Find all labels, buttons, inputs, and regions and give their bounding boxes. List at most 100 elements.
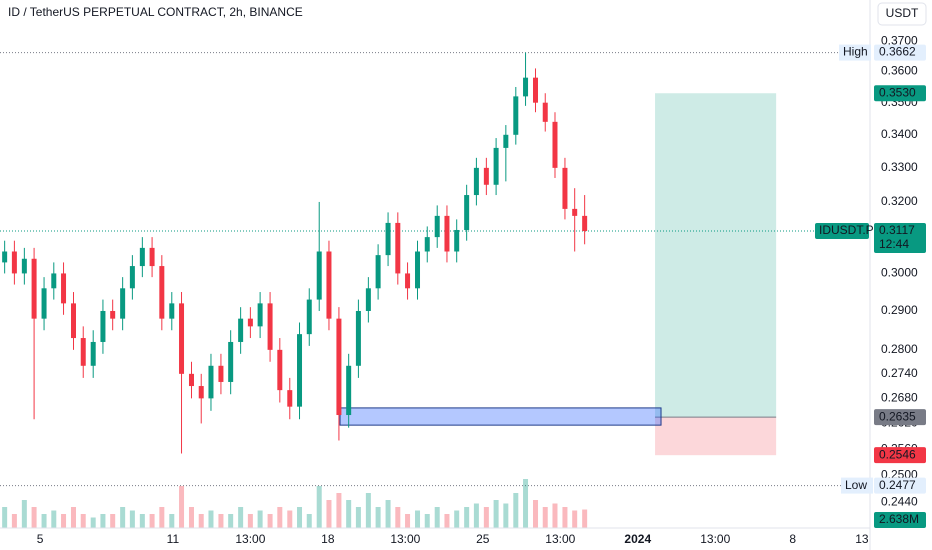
volume-bar (238, 507, 244, 528)
candle-body (11, 251, 17, 274)
candle-body (316, 251, 322, 300)
volume-bar (208, 510, 214, 528)
y-tick-label: 0.3700 (881, 33, 918, 47)
candle-body (110, 310, 116, 319)
x-tick-label: 18 (321, 532, 335, 546)
volume-bar (533, 500, 539, 528)
volume-bar (70, 507, 76, 528)
target-price-box (874, 85, 926, 102)
volume-bar (424, 514, 430, 528)
target-area (655, 93, 777, 418)
candle-body (434, 215, 440, 238)
candle-body (503, 134, 509, 148)
y-tick-label: 0.3000 (881, 266, 918, 280)
volume-bar (247, 514, 253, 528)
volume-bar (198, 514, 204, 528)
candle-body (375, 255, 381, 289)
volume-bar (434, 507, 440, 528)
candle-body (365, 288, 371, 311)
volume-bar (395, 507, 401, 528)
high_marker-tag (839, 44, 871, 61)
volume-bar (120, 507, 126, 528)
volume-bar (346, 500, 352, 528)
candle-body (572, 208, 578, 216)
volume-bar (41, 514, 47, 528)
candle-body (346, 365, 352, 416)
x-tick-label: 8 (789, 532, 796, 546)
candle-body (562, 167, 568, 209)
last-price-box (874, 223, 926, 254)
volume-bar (61, 514, 67, 528)
y-tick-label: 0.3400 (881, 127, 918, 141)
volume-bar (444, 514, 450, 528)
candle-body (533, 77, 539, 103)
stop-area (655, 417, 777, 456)
x-tick-label: 13:00 (235, 532, 265, 546)
volume-bar (336, 493, 342, 528)
volume-bar (493, 500, 499, 528)
candle-body (61, 273, 67, 304)
chart-title: ID / TetherUS PERPETUAL CONTRACT, 2h, BI… (8, 5, 303, 19)
x-tick-label: 25 (476, 532, 490, 546)
stop-price-box (874, 447, 926, 464)
x-tick-label: 2024 (624, 532, 651, 546)
candle-body (100, 310, 106, 342)
volume-bar (306, 514, 312, 528)
volume-bar (572, 510, 578, 528)
candle-body (483, 167, 489, 185)
high-price-text: 0.3662 (879, 45, 916, 59)
candle-body (297, 334, 303, 407)
entry-price-text: 0.2635 (879, 409, 916, 423)
volume-bar (454, 510, 460, 528)
volume-bar (51, 510, 57, 528)
candle-body (198, 386, 204, 399)
candle-body (208, 365, 214, 399)
volume-bar (542, 507, 548, 528)
currency-button[interactable] (877, 2, 927, 26)
candle-body (464, 195, 470, 230)
y-tick-label: 0.3300 (881, 160, 918, 174)
candle-body (169, 303, 175, 319)
volume-bar (297, 507, 303, 528)
candle-body (188, 373, 194, 387)
demand-zone[interactable] (339, 407, 662, 426)
y-tick-label: 0.3200 (881, 194, 918, 208)
candle-body (326, 251, 332, 319)
volume-text: 2.638M (879, 512, 919, 526)
last-price-text: 0.3117 (879, 223, 915, 237)
x-tick-label: 13:00 (545, 532, 575, 546)
low_marker-label: Low (845, 478, 867, 492)
candle-body (90, 341, 96, 366)
candle-body (218, 365, 224, 382)
candle-body (31, 258, 37, 319)
candle-body (179, 303, 185, 374)
candle-body (493, 147, 499, 185)
candle-body (552, 121, 558, 168)
volume-bar (169, 514, 175, 528)
volume-bar (316, 486, 322, 528)
candle-body (287, 390, 293, 407)
target-price-text: 0.3530 (879, 85, 916, 99)
y-tick-label: 0.2900 (881, 303, 918, 317)
volume-bar (110, 514, 116, 528)
candle-body (80, 338, 86, 366)
candle-body (415, 251, 421, 289)
volume-bar (464, 507, 470, 528)
y-tick-label: 0.2440 (881, 494, 918, 508)
y-tick-label: 0.2740 (881, 366, 918, 380)
candle-body (542, 102, 548, 122)
volume-bar (179, 486, 185, 528)
volume-bar (523, 479, 529, 528)
candle-body (523, 77, 529, 97)
candle-body (582, 215, 588, 232)
volume-bar (405, 514, 411, 528)
volume-bar (365, 493, 371, 528)
volume-bar (267, 514, 273, 528)
candle-body (21, 258, 27, 274)
candle-body (149, 247, 155, 267)
candle-body (238, 318, 244, 342)
volume-bar (21, 500, 27, 528)
symbol-tag (815, 223, 869, 240)
volume-bar (415, 510, 421, 528)
volume-box (874, 512, 926, 528)
